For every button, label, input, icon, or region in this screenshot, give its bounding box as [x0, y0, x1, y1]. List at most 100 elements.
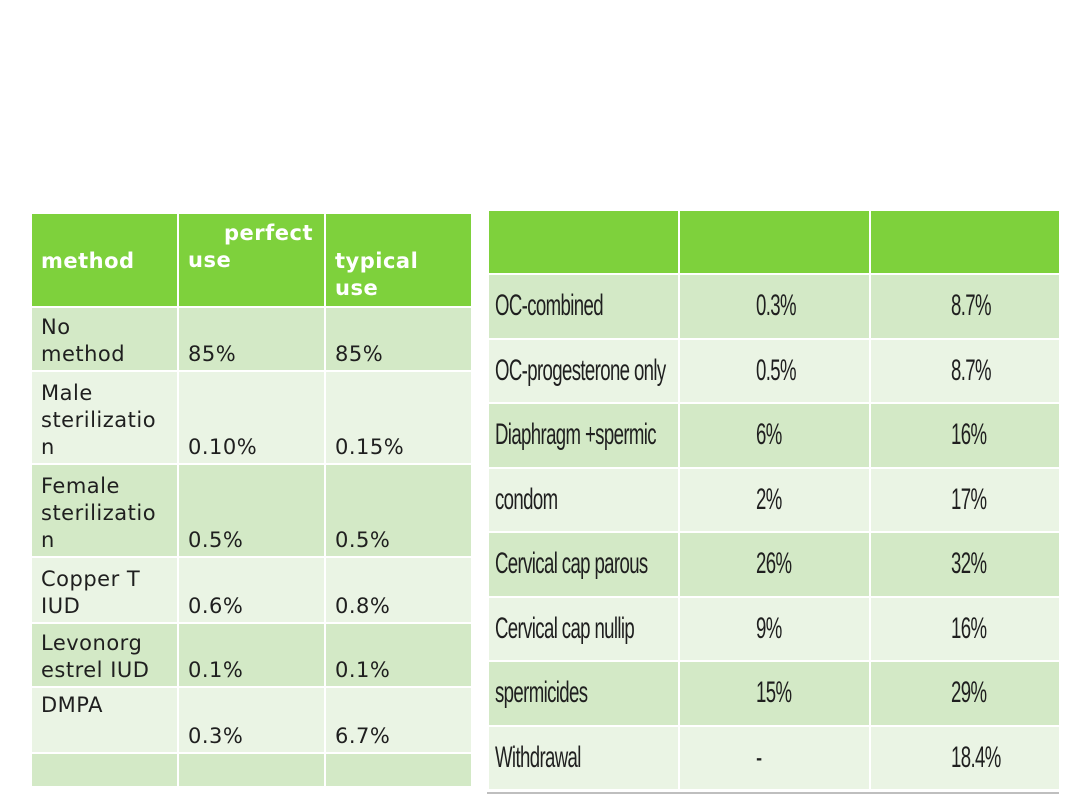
perfect-use-cell: -: [678, 724, 871, 791]
table-row: [30, 752, 473, 788]
perfect-use-cell: 6%: [678, 402, 871, 469]
method-line: Copper T: [41, 567, 141, 591]
table-row: spermicides 15% 29%: [487, 660, 1061, 727]
method-cell-text: OC-combined: [495, 289, 604, 323]
typical-use-cell: 0.1%: [324, 622, 473, 688]
method-cell: OC-combined: [487, 273, 680, 340]
perfect-use-cell: 0.3%: [177, 686, 326, 754]
method-cell: Withdrawal: [487, 724, 680, 791]
method-cell: DMPA: [30, 686, 179, 754]
table-row: Withdrawal - 18.4%: [487, 724, 1061, 791]
perfect-use-cell-text: 6%: [756, 418, 782, 452]
table-row: condom 2% 17%: [487, 466, 1061, 533]
perfect-use-cell: 0.6%: [177, 556, 326, 624]
table-header-row: [487, 209, 1061, 275]
typical-use-cell-text: 16%: [951, 611, 987, 645]
perfect-use-cell-text: -: [756, 740, 762, 774]
header-typical-use: typical use: [324, 212, 473, 308]
header-typical-line2: use: [335, 276, 379, 300]
typical-use-cell: 16%: [869, 595, 1061, 662]
typical-use-cell-text: 8.7%: [951, 353, 992, 387]
perfect-use-cell: [177, 752, 326, 788]
typical-use-cell: 17%: [869, 466, 1061, 533]
method-line: sterilizatio: [41, 408, 157, 432]
table-row: Levonorg estrel IUD 0.1% 0.1%: [30, 622, 473, 688]
perfect-use-cell: 9%: [678, 595, 871, 662]
method-line: sterilizatio: [41, 501, 157, 525]
table-row: OC-combined 0.3% 8.7%: [487, 273, 1061, 340]
perfect-use-cell-text: 15%: [756, 676, 792, 710]
table-row: Diaphragm +spermic 6% 16%: [487, 402, 1061, 469]
table-row: Cervical cap nullip 9% 16%: [487, 595, 1061, 662]
method-cell: OC-progesterone only: [487, 337, 680, 404]
typical-use-cell: 0.15%: [324, 370, 473, 465]
perfect-use-cell: 85%: [177, 306, 326, 372]
method-cell-text: Cervical cap nullip: [495, 611, 635, 645]
typical-use-cell: 32%: [869, 531, 1061, 598]
method-line: estrel IUD: [41, 658, 150, 682]
method-line: n: [41, 528, 55, 552]
typical-use-cell: 8.7%: [869, 337, 1061, 404]
typical-use-cell-text: 16%: [951, 418, 987, 452]
perfect-use-cell: 2%: [678, 466, 871, 533]
method-cell: Diaphragm +spermic: [487, 402, 680, 469]
method-cell-text: Cervical cap parous: [495, 547, 648, 581]
header-perfect-use: perfect use: [177, 212, 326, 308]
typical-use-cell: 0.5%: [324, 463, 473, 558]
typical-use-cell: 85%: [324, 306, 473, 372]
header-empty-cell: [869, 209, 1061, 275]
typical-use-cell-text: 18.4%: [951, 740, 1001, 774]
table-row: OC-progesterone only 0.5% 8.7%: [487, 337, 1061, 404]
typical-use-cell: 6.7%: [324, 686, 473, 754]
perfect-use-cell: 0.5%: [177, 463, 326, 558]
perfect-use-cell: 0.1%: [177, 622, 326, 688]
table-row: Copper T IUD 0.6% 0.8%: [30, 556, 473, 624]
contraception-failure-table-right: OC-combined 0.3% 8.7% OC-progesterone only 0…: [487, 209, 1061, 791]
method-cell: Copper T IUD: [30, 556, 179, 624]
typical-use-cell-text: 32%: [951, 547, 987, 581]
method-cell: Levonorg estrel IUD: [30, 622, 179, 688]
contraception-failure-table-left: method perfect use typical use No method 8…: [30, 212, 473, 788]
typical-use-cell: 8.7%: [869, 273, 1061, 340]
method-line: n: [41, 435, 55, 459]
method-cell: [30, 752, 179, 788]
perfect-use-cell-text: 2%: [756, 482, 782, 516]
table-row: No method 85% 85%: [30, 306, 473, 372]
table-bottom-divider: [487, 792, 1059, 794]
perfect-use-cell-text: 0.5%: [756, 353, 797, 387]
typical-use-cell: [324, 752, 473, 788]
method-cell-text: Withdrawal: [495, 740, 581, 774]
method-cell: condom: [487, 466, 680, 533]
perfect-use-cell-text: 26%: [756, 547, 792, 581]
header-method: method: [30, 212, 179, 308]
typical-use-cell: 0.8%: [324, 556, 473, 624]
header-empty-cell: [487, 209, 680, 275]
typical-use-cell: 29%: [869, 660, 1061, 727]
method-line: IUD: [41, 594, 81, 618]
header-typical-line1: typical: [335, 249, 419, 273]
method-cell: spermicides: [487, 660, 680, 727]
table-row: DMPA 0.3% 6.7%: [30, 686, 473, 754]
typical-use-cell-text: 29%: [951, 676, 987, 710]
header-perfect-line2: use: [188, 248, 232, 272]
method-cell: Cervical cap parous: [487, 531, 680, 598]
method-cell: Female sterilizatio n: [30, 463, 179, 558]
header-empty-cell: [678, 209, 871, 275]
header-perfect-line1: perfect: [224, 221, 313, 245]
perfect-use-cell: 0.5%: [678, 337, 871, 404]
method-cell-text: condom: [495, 482, 558, 516]
perfect-use-cell: 0.3%: [678, 273, 871, 340]
method-line: Levonorg: [41, 631, 143, 655]
method-line: No: [41, 315, 71, 339]
table-row: Female sterilizatio n 0.5% 0.5%: [30, 463, 473, 558]
table-header-row: method perfect use typical use: [30, 212, 473, 308]
perfect-use-cell-text: 9%: [756, 611, 782, 645]
method-line: Male: [41, 381, 93, 405]
method-cell-text: spermicides: [495, 676, 588, 710]
table-row: Male sterilizatio n 0.10% 0.15%: [30, 370, 473, 465]
method-cell-text: Diaphragm +spermic: [495, 418, 657, 452]
typical-use-cell-text: 8.7%: [951, 289, 992, 323]
method-cell: No method: [30, 306, 179, 372]
typical-use-cell: 16%: [869, 402, 1061, 469]
typical-use-cell: 18.4%: [869, 724, 1061, 791]
